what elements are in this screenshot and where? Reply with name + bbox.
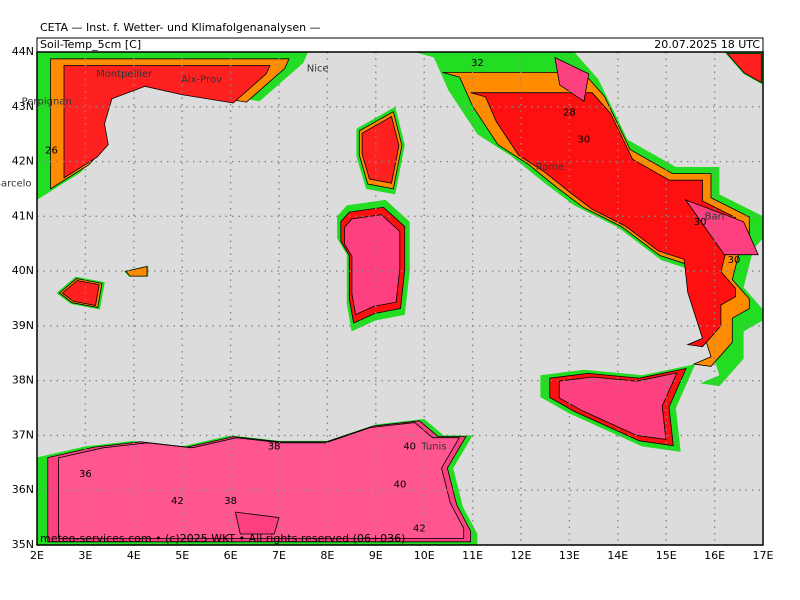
lat-label: 37N <box>12 428 34 441</box>
city-label: Bari <box>705 211 725 222</box>
lon-label: 8E <box>320 549 334 562</box>
lon-label: 10E <box>414 549 435 562</box>
lon-label: 6E <box>224 549 238 562</box>
lon-label: 11E <box>462 549 483 562</box>
parameter-label: Soil-Temp_5cm [C] <box>40 38 141 51</box>
lat-label: 44N <box>12 45 34 58</box>
contour-label: 42 <box>171 496 184 507</box>
land-mallorca <box>61 280 100 306</box>
lon-label: 17E <box>753 549 774 562</box>
city-label: Nice <box>307 63 329 74</box>
lon-label: 4E <box>127 549 141 562</box>
lon-label: 12E <box>511 549 532 562</box>
contour-label: 40 <box>394 480 407 491</box>
footer: meteo-services.com • (c)2025 WKT • All r… <box>40 532 405 545</box>
city-label: Tunis <box>420 441 446 452</box>
contour-label: 30 <box>578 135 591 146</box>
contour-label: 30 <box>694 217 707 228</box>
contour-label: 28 <box>563 107 576 118</box>
contour-blob <box>234 511 280 535</box>
land-sardinia <box>344 214 401 316</box>
contour-label: 32 <box>471 58 484 69</box>
lat-label: 42N <box>12 155 34 168</box>
lon-label: 5E <box>175 549 189 562</box>
city-label: Perpignan <box>22 96 72 107</box>
land-croatia <box>726 53 762 84</box>
city-label: Barcelo <box>0 178 32 189</box>
header-title: CETA — Inst. f. Wetter- und Klimafolgena… <box>40 21 321 34</box>
lon-label: 13E <box>559 549 580 562</box>
lon-label: 3E <box>78 549 92 562</box>
contour-blob <box>684 199 759 256</box>
city-label: Montpellier <box>96 69 153 80</box>
map-frame <box>36 51 764 546</box>
land-africa <box>58 422 465 539</box>
contour-label: 42 <box>413 524 426 535</box>
city-label: Aix-Prov <box>181 74 222 85</box>
land-sicily <box>558 372 678 440</box>
valid-time: 20.07.2025 18 UTC <box>654 38 760 51</box>
lon-label: 2E <box>30 549 44 562</box>
lat-label: 43N <box>12 100 34 113</box>
lon-label: 15E <box>656 549 677 562</box>
lon-label: 7E <box>272 549 286 562</box>
lat-label: 41N <box>12 209 34 222</box>
contour-label: 36 <box>79 469 92 480</box>
contour-label: 30 <box>728 255 741 266</box>
land-corsica <box>361 115 400 184</box>
lat-label: 38N <box>12 374 34 387</box>
contour-blob <box>554 56 590 102</box>
contour-label: 26 <box>45 146 58 157</box>
contour-label: 40 <box>403 441 416 452</box>
land-france <box>63 65 271 179</box>
lat-label: 40N <box>12 264 34 277</box>
lat-label: 35N <box>12 538 34 551</box>
lon-label: 9E <box>369 549 383 562</box>
lon-label: 14E <box>607 549 628 562</box>
contour-label: 38 <box>268 441 281 452</box>
lat-label: 36N <box>12 483 34 496</box>
label-layer: 2E 3E 4E 5E 6E 7E 8E 9E 10E 11E 12E 13E 14E 15E 16E 17E… <box>0 45 774 562</box>
lat-label: 39N <box>12 319 34 332</box>
grid-layer <box>37 52 763 545</box>
lon-label: 16E <box>704 549 725 562</box>
contour-label: 38 <box>224 496 237 507</box>
land-menorca <box>124 265 148 277</box>
city-label: Rome <box>536 162 565 173</box>
